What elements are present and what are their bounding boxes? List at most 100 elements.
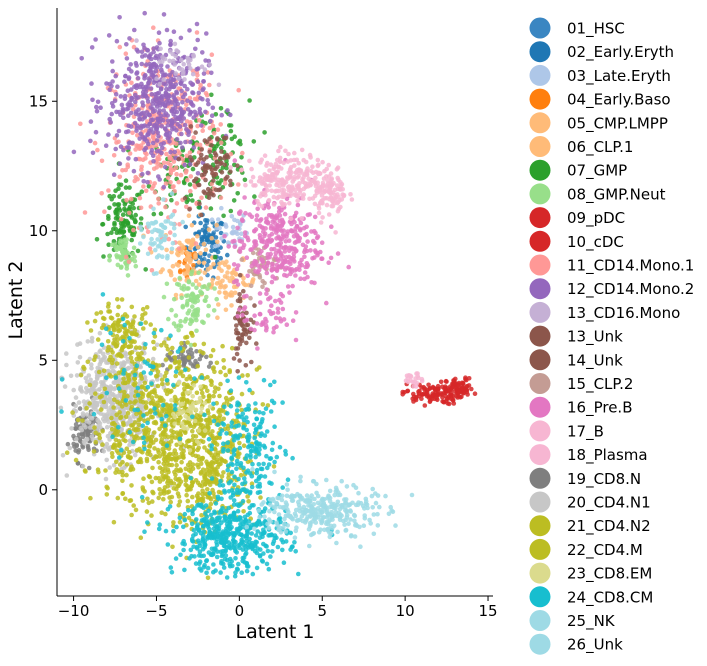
data-point <box>246 499 251 504</box>
data-point <box>126 145 132 150</box>
data-point <box>250 174 256 180</box>
data-point <box>172 149 177 155</box>
data-point <box>171 430 176 435</box>
data-point <box>132 258 138 264</box>
data-point <box>147 410 153 415</box>
data-point <box>218 195 224 200</box>
data-point <box>278 291 284 297</box>
data-point <box>135 192 140 198</box>
data-point <box>307 196 312 202</box>
data-point <box>111 153 117 158</box>
data-point <box>241 288 246 294</box>
data-point <box>106 242 111 247</box>
data-point <box>93 430 98 436</box>
data-point <box>60 453 66 458</box>
data-point <box>273 315 279 321</box>
data-point <box>237 238 243 244</box>
data-point <box>277 159 283 164</box>
data-point <box>208 360 213 366</box>
data-point <box>284 196 290 202</box>
data-point <box>301 192 307 197</box>
data-point <box>169 118 175 123</box>
data-point <box>189 242 194 248</box>
data-point <box>307 152 313 158</box>
data-point <box>335 175 341 181</box>
data-point <box>96 369 102 375</box>
data-point <box>195 244 201 250</box>
data-point <box>204 354 209 360</box>
data-point <box>156 363 162 368</box>
data-point <box>237 358 242 363</box>
data-point <box>229 303 234 308</box>
data-point <box>116 304 121 310</box>
data-point <box>116 352 121 357</box>
data-point <box>88 377 93 383</box>
data-point <box>161 294 167 300</box>
data-point <box>157 454 162 459</box>
data-point <box>145 229 151 235</box>
data-point <box>267 308 273 314</box>
data-point <box>127 210 132 216</box>
data-point <box>219 170 225 175</box>
data-point <box>205 495 211 500</box>
series-23_CD8.EM <box>169 380 213 453</box>
data-point <box>149 395 155 400</box>
data-point <box>203 109 208 115</box>
data-point <box>202 67 208 72</box>
data-point <box>107 205 112 211</box>
data-point <box>158 103 163 108</box>
data-point <box>127 442 132 448</box>
data-point <box>227 368 232 373</box>
data-point <box>202 474 208 480</box>
data-point <box>127 207 132 212</box>
data-point <box>151 123 157 129</box>
data-point <box>141 326 146 331</box>
data-point <box>322 196 328 201</box>
data-point <box>322 168 327 174</box>
data-point <box>222 154 228 159</box>
data-point <box>438 379 444 385</box>
data-point <box>84 385 89 391</box>
data-point <box>195 79 201 84</box>
data-point <box>176 380 181 386</box>
data-point <box>315 252 320 258</box>
data-point <box>446 396 451 401</box>
data-point <box>199 513 204 518</box>
data-point <box>282 249 288 254</box>
data-point <box>290 283 295 289</box>
data-point <box>269 279 275 285</box>
data-point <box>196 282 202 287</box>
data-point <box>139 316 145 322</box>
data-point <box>318 220 324 225</box>
data-point <box>245 273 250 279</box>
data-point <box>162 485 168 490</box>
data-point <box>114 38 120 44</box>
data-point <box>178 172 184 178</box>
data-point <box>168 149 173 155</box>
data-point <box>205 487 210 492</box>
data-point <box>191 263 196 268</box>
data-point <box>182 319 188 324</box>
data-point <box>269 231 275 237</box>
data-point <box>89 362 94 367</box>
data-point <box>133 156 139 162</box>
data-point <box>184 384 190 390</box>
data-point <box>242 177 248 183</box>
data-point <box>201 260 207 266</box>
data-point <box>185 498 191 504</box>
data-point <box>248 247 253 252</box>
data-point <box>166 434 171 440</box>
data-point <box>202 298 208 303</box>
data-point <box>208 206 214 211</box>
data-point <box>247 158 252 164</box>
data-point <box>163 181 169 186</box>
data-point <box>287 200 292 206</box>
data-point <box>111 405 116 410</box>
data-point <box>426 382 431 388</box>
data-point <box>151 25 156 31</box>
data-point <box>267 178 273 183</box>
data-point <box>183 335 188 340</box>
data-point <box>194 285 199 291</box>
data-point <box>216 489 222 495</box>
data-point <box>281 160 287 166</box>
